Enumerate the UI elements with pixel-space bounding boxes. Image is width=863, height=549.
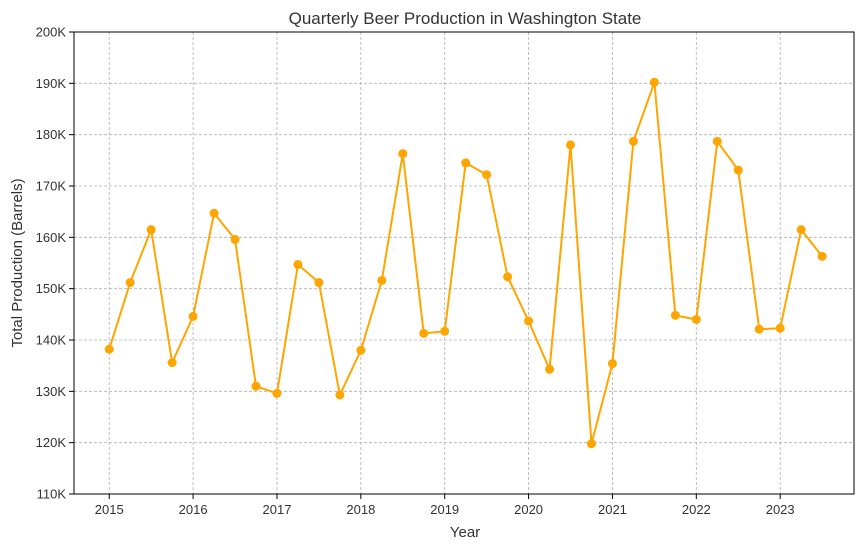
y-tick-label: 190K <box>36 76 67 91</box>
data-point <box>209 208 219 218</box>
data-point <box>754 324 764 334</box>
y-tick-label: 110K <box>37 487 67 502</box>
x-tick-label: 2017 <box>263 502 292 517</box>
y-tick-label: 200K <box>36 25 67 40</box>
data-point <box>482 170 492 180</box>
data-point <box>314 278 324 288</box>
data-point <box>461 158 471 168</box>
y-tick-label: 150K <box>36 281 67 296</box>
data-point <box>733 165 743 175</box>
plot-area-frame <box>73 31 855 495</box>
grid <box>74 31 854 495</box>
data-point <box>607 359 617 369</box>
x-tick-label: 2022 <box>682 502 711 517</box>
data-point <box>125 278 135 288</box>
data-point <box>377 275 387 285</box>
y-tick-label: 130K <box>36 384 67 399</box>
data-point <box>649 77 659 87</box>
data-point <box>796 225 806 235</box>
data-point <box>398 149 408 159</box>
data-point <box>545 364 555 374</box>
data-point <box>188 311 198 321</box>
x-tick-label: 2019 <box>430 502 459 517</box>
data-point <box>670 310 680 320</box>
y-axis-label: Total Production (Barrels) <box>9 178 26 347</box>
data-point <box>104 344 114 354</box>
x-tick-label: 2020 <box>514 502 543 517</box>
data-point <box>775 323 785 333</box>
data-point <box>566 140 576 150</box>
x-tick-label: 2021 <box>598 502 627 517</box>
data-point <box>440 326 450 336</box>
data-point <box>272 388 282 398</box>
data-point <box>356 345 366 355</box>
data-point <box>251 381 261 391</box>
y-tick-label: 160K <box>36 230 67 245</box>
data-point <box>293 260 303 270</box>
data-point <box>817 251 827 261</box>
x-tick-label: 2015 <box>95 502 124 517</box>
y-tick-label: 140K <box>36 333 67 348</box>
x-tick-label: 2023 <box>766 502 795 517</box>
x-tick-label: 2016 <box>179 502 208 517</box>
y-tick-label: 170K <box>36 179 67 194</box>
chart-title: Quarterly Beer Production in Washington … <box>289 9 642 28</box>
data-point <box>335 390 345 400</box>
data-point <box>691 314 701 324</box>
x-tick-label: 2018 <box>346 502 375 517</box>
data-point <box>586 439 596 449</box>
data-point <box>230 234 240 244</box>
data-point <box>146 225 156 235</box>
axis-ticks: 2015 2016 2017 2018 2019 2020 2021 2022 2023 110K… <box>36 25 795 518</box>
series-line <box>104 77 827 449</box>
data-point <box>419 328 429 338</box>
y-tick-label: 180K <box>36 127 67 142</box>
data-point <box>524 316 534 326</box>
data-point <box>712 136 722 146</box>
data-point <box>167 358 177 368</box>
x-axis-label: Year <box>450 524 480 541</box>
y-tick-label: 120K <box>36 435 67 450</box>
data-point <box>503 272 513 282</box>
data-point <box>628 136 638 146</box>
